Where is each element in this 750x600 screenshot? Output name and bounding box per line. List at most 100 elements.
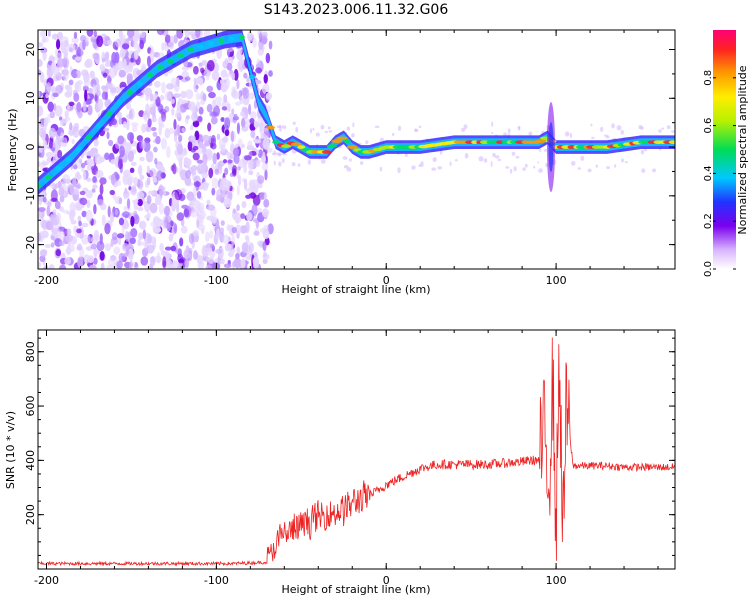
spectrogram-noise-speck — [259, 227, 268, 234]
spectrogram-noise-speck — [68, 79, 74, 86]
spectrogram-noise-speck — [48, 140, 53, 149]
spectrogram-noise-speck — [192, 152, 200, 161]
spectrogram-noise-speck — [44, 243, 52, 249]
spectrogram-noise-speck — [106, 39, 113, 45]
spectrogram-noise-speck — [606, 166, 610, 170]
spectrogram-noise-speck — [95, 151, 99, 158]
spectrogram-noise-speck — [223, 94, 228, 103]
spectrogram-noise-speck — [46, 156, 52, 163]
spectrogram-noise-speck — [82, 39, 86, 51]
spectrogram-noise-speck — [214, 168, 220, 175]
spectrogram-noise-speck — [616, 125, 622, 131]
spectrogram-noise-speck — [246, 77, 250, 83]
snr-panel: -200 -100 0 100 200 400 600 800 Height of stra… — [4, 329, 676, 596]
spectrogram-noise-speck — [66, 228, 72, 237]
spectrogram-noise-speck — [252, 37, 257, 48]
spectrogram-noise-speck — [86, 30, 94, 37]
spectrogram-noise-speck — [236, 166, 240, 179]
spectrogram-noise-speck — [134, 32, 142, 38]
spectrogram-noise-speck — [181, 66, 189, 71]
spectrogram-noise-speck — [126, 73, 133, 82]
spectrogram-noise-speck — [133, 38, 138, 50]
spectrogram-noise-speck — [39, 71, 45, 84]
snr-y-axis-label: SNR (10 * v/v) — [4, 411, 17, 489]
spectrogram-noise-speck — [139, 156, 145, 162]
spectrogram-noise-speck — [131, 185, 137, 194]
spectrogram-noise-speck — [102, 72, 108, 78]
spectrogram-noise-speck — [184, 176, 192, 186]
spectrogram-noise-speck — [249, 117, 255, 125]
spectrogram-noise-speck — [605, 135, 610, 139]
spectrogram-noise-speck — [204, 231, 210, 243]
spectrogram-noise-speck — [193, 65, 199, 75]
spectrogram-noise-speck — [185, 169, 191, 179]
spectrogram-noise-speck — [65, 234, 74, 242]
spectrogram-noise-speck — [230, 130, 235, 143]
spectrogram-noise-speck — [86, 177, 92, 183]
spectrogram-noise-speck — [45, 151, 54, 158]
spectrogram-noise-speck — [86, 158, 93, 166]
spectrogram-noise-speck — [190, 200, 195, 206]
spectrogram-noise-speck — [195, 77, 202, 82]
spectrogram-noise-speck — [39, 255, 46, 263]
spectrogram-noise-speck — [77, 79, 83, 85]
spectrogram-noise-speck — [196, 116, 203, 123]
spectrogram-noise-speck — [245, 194, 252, 199]
spectrogram-noise-speck — [38, 161, 41, 168]
spectrogram-noise-speck — [55, 38, 61, 50]
spectrogram-noise-speck — [196, 159, 204, 164]
spectrogram-noise-speck — [190, 209, 198, 218]
spectrogram-noise-speck — [83, 78, 91, 87]
spectrogram-noise-speck — [226, 103, 231, 113]
spectrogram-noise-speck — [150, 117, 157, 123]
spectrogram-noise-speck — [196, 219, 200, 229]
spectrogram-noise-speck — [218, 138, 227, 148]
spectrogram-noise-speck — [570, 160, 576, 166]
spectrogram-noise-speck — [490, 161, 493, 167]
spectrogram-noise-speck — [174, 189, 183, 201]
spectrogram-noise-speck — [195, 92, 201, 101]
spectrogram-noise-speck — [66, 184, 74, 195]
spectrogram-x-tick-label: -200 — [34, 274, 59, 287]
spectrogram-ridge-blob — [228, 36, 235, 42]
spectrogram-noise-speck — [168, 127, 174, 135]
spectrogram-noise-speck — [198, 62, 203, 67]
spectrogram-noise-speck — [507, 128, 511, 133]
spectrogram-noise-speck — [90, 147, 99, 154]
spectrogram-noise-speck — [58, 264, 67, 269]
spectrogram-ridge-blob — [106, 111, 113, 117]
spectrogram-noise-speck — [170, 35, 174, 43]
snr-frame — [37, 329, 676, 570]
spectrogram-noise-speck — [404, 153, 408, 157]
spectrogram-noise-speck — [137, 206, 144, 212]
spectrogram-noise-speck — [164, 215, 172, 225]
spectrogram-noise-speck — [252, 256, 260, 268]
spectrogram-noise-speck — [156, 30, 165, 36]
spectrogram-noise-speck — [173, 223, 178, 234]
spectrogram-noise-speck — [212, 152, 217, 165]
spectrogram-noise-speck — [146, 244, 155, 254]
spectrogram-noise-speck — [114, 38, 121, 48]
spectrogram-noise-speck — [84, 60, 92, 68]
spectrogram-noise-speck — [509, 168, 513, 174]
spectrogram-noise-speck — [47, 101, 54, 112]
spectrogram-noise-speck — [432, 157, 437, 163]
spectrogram-noise-speck — [320, 159, 326, 164]
spectrogram-noise-speck — [156, 170, 163, 181]
spectrogram-noise-speck — [137, 179, 144, 190]
spectrogram-noise-speck — [176, 30, 184, 39]
spectrogram-noise-speck — [517, 125, 521, 129]
spectrogram-noise-speck — [87, 104, 93, 116]
spectrogram-noise-speck — [38, 90, 41, 98]
spectrogram-noise-speck — [122, 242, 129, 249]
spectrogram-noise-speck — [56, 57, 65, 68]
spectrogram-noise-speck — [231, 165, 238, 176]
spectrogram-noise-speck — [206, 199, 211, 206]
spectrogram-noise-speck — [72, 164, 78, 170]
spectrogram-noise-speck — [236, 247, 240, 254]
spectrogram-noise-speck — [127, 36, 134, 41]
spectrogram-y-tick-label: 10 — [24, 91, 37, 105]
spectrogram-noise-speck — [164, 34, 171, 44]
spectrogram-noise-speck — [125, 247, 130, 255]
spectrogram-noise-speck — [418, 125, 422, 129]
